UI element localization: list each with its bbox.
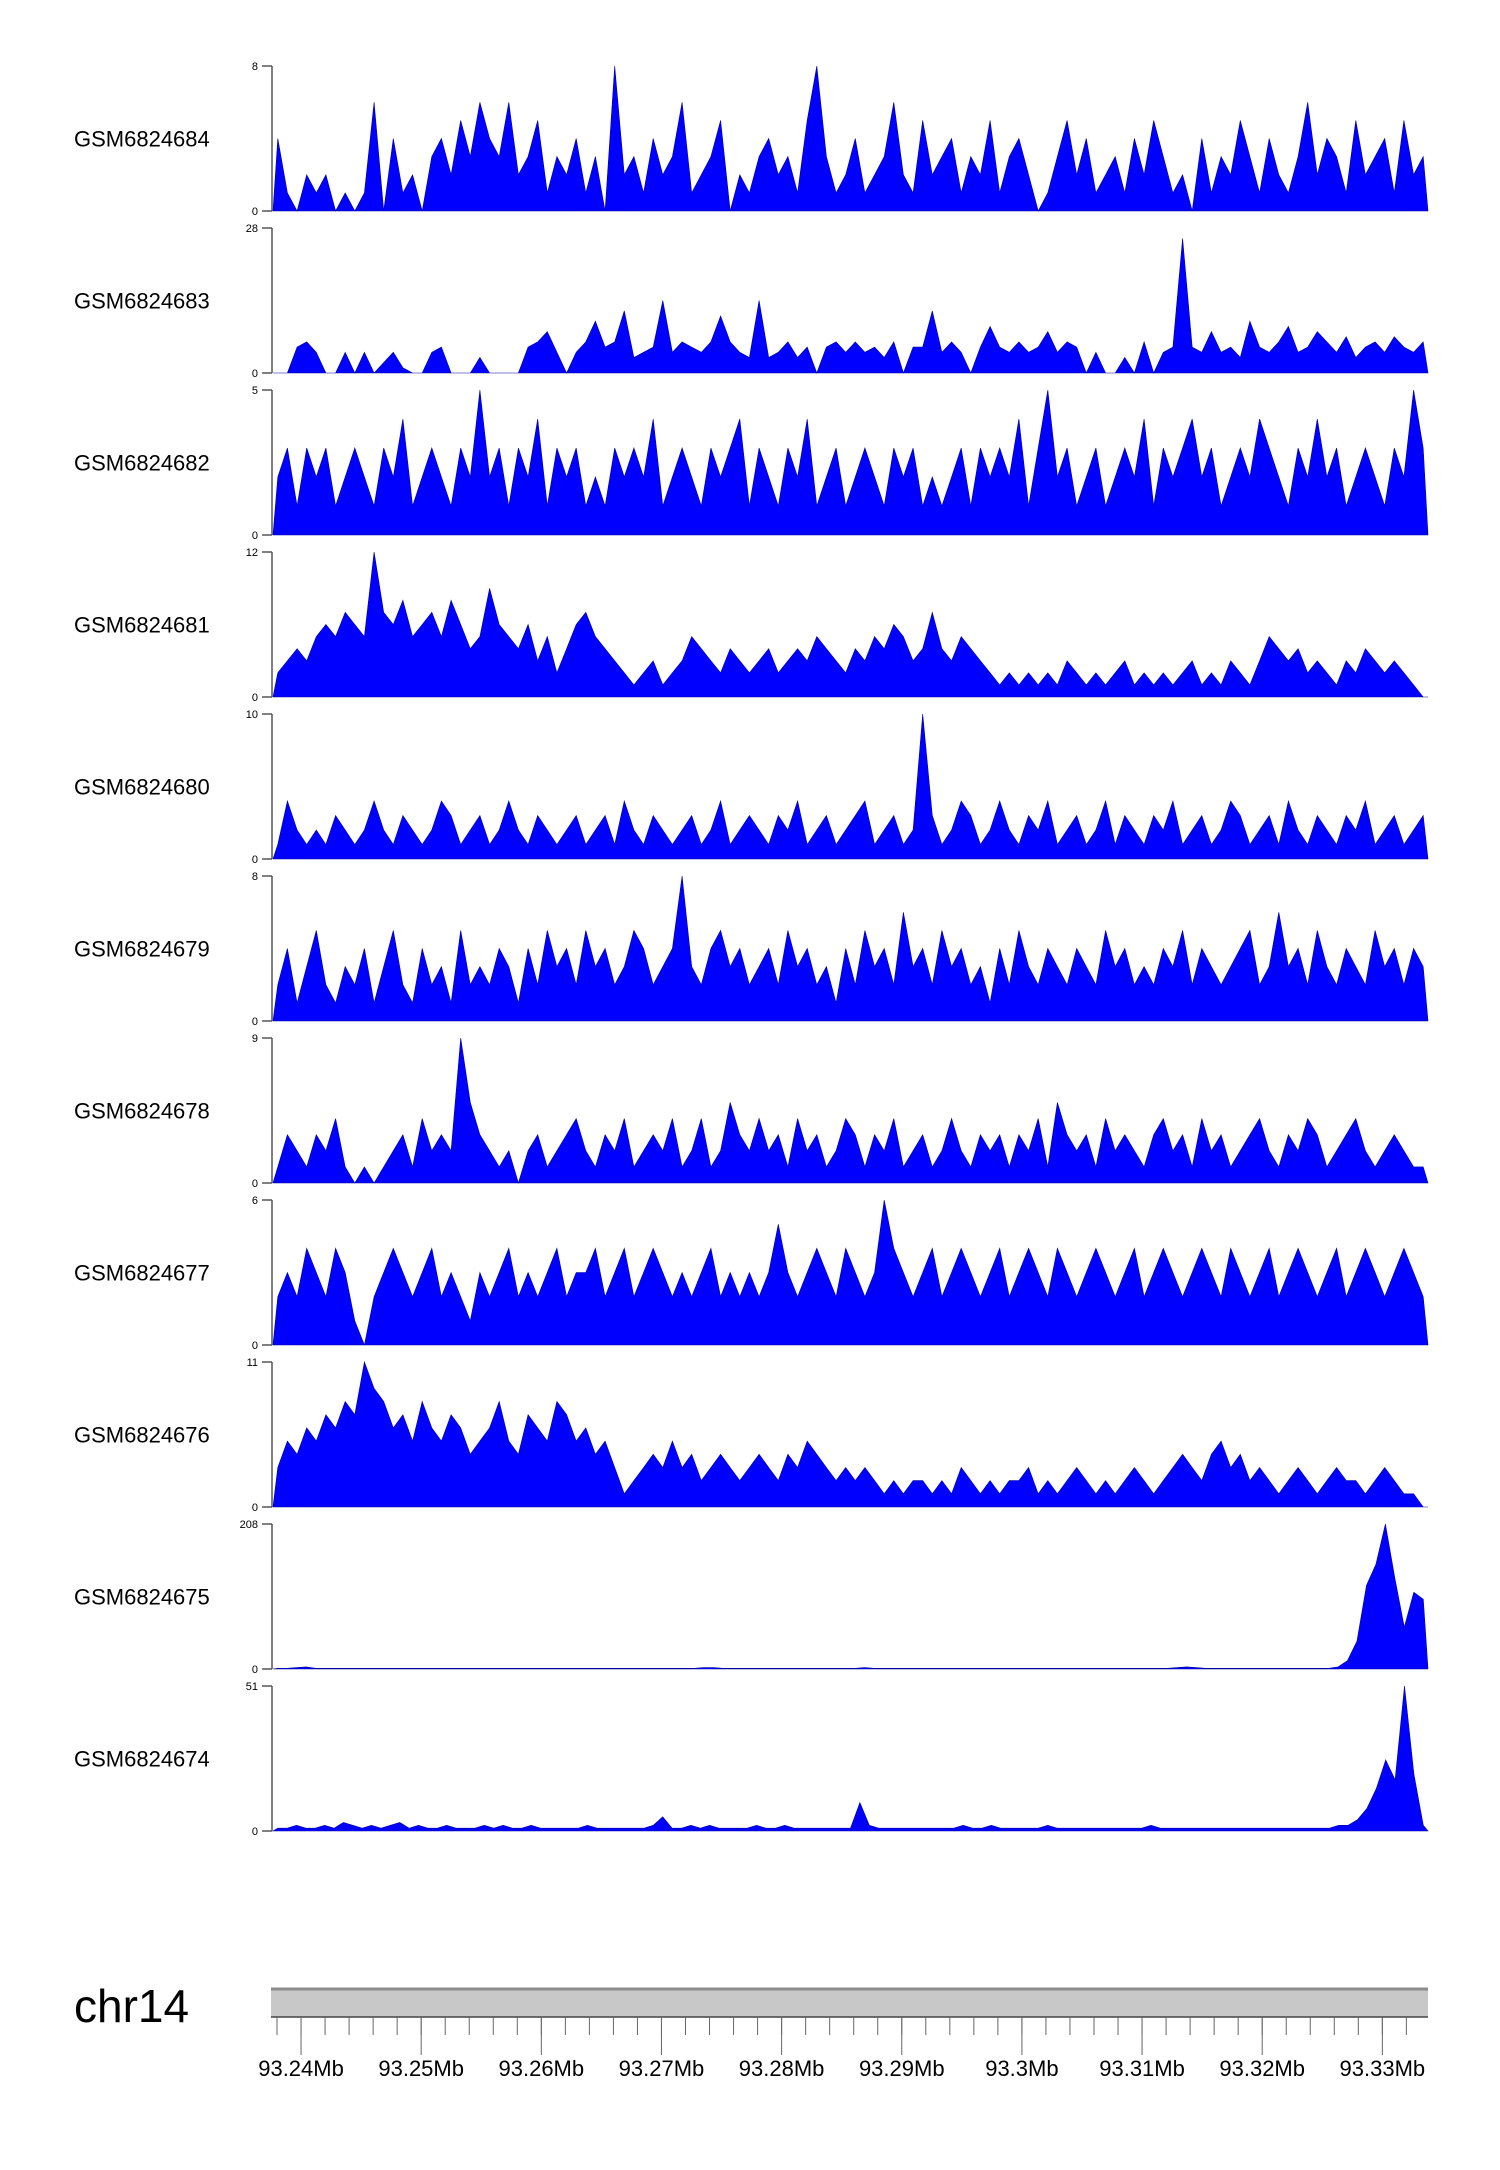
track-GSM6824682: GSM6824682 5 0 <box>74 385 1429 542</box>
y-tick-label: 0 <box>252 206 258 218</box>
x-tick-label: 93.33Mb <box>1340 2056 1426 2081</box>
x-tick-label: 93.28Mb <box>739 2056 825 2081</box>
y-tick-label: 0 <box>252 854 258 866</box>
track-GSM6824679: GSM6824679 8 0 <box>74 871 1429 1028</box>
x-tick-label: 93.24Mb <box>258 2056 344 2081</box>
coverage-area <box>272 713 1429 860</box>
y-tick-label: 0 <box>252 1340 258 1352</box>
coverage-area <box>273 238 1429 374</box>
coverage-area <box>271 1685 1429 1832</box>
y-tick-label: 8 <box>252 871 258 883</box>
y-tick-label: 5 <box>252 385 258 397</box>
coverage-area <box>272 65 1429 212</box>
y-tick-label: 11 <box>247 1357 258 1369</box>
track-label: GSM6824679 <box>74 937 210 962</box>
y-tick-label: 208 <box>240 1519 258 1531</box>
track-label: GSM6824675 <box>74 1585 210 1610</box>
coverage-area <box>272 875 1429 1022</box>
x-tick-label: 93.32Mb <box>1219 2056 1305 2081</box>
track-GSM6824683: GSM6824683 28 0 <box>74 223 1429 380</box>
coverage-area <box>272 1523 1429 1670</box>
track-label: GSM6824676 <box>74 1423 210 1448</box>
y-tick-label: 0 <box>252 1664 258 1676</box>
track-label: GSM6824674 <box>74 1747 210 1772</box>
x-tick-label: 93.27Mb <box>619 2056 705 2081</box>
track-label: GSM6824680 <box>74 775 210 800</box>
y-tick-label: 9 <box>252 1033 258 1045</box>
chromosome-label: chr14 <box>74 1980 189 2032</box>
chromosome-bar <box>271 1988 1428 2017</box>
y-tick-label: 28 <box>246 223 258 235</box>
y-tick-label: 51 <box>246 1681 258 1693</box>
coverage-area <box>272 1199 1429 1347</box>
track-GSM6824675: GSM6824675 208 0 <box>74 1519 1429 1676</box>
coverage-area <box>272 1360 1428 1508</box>
coverage-area <box>272 551 1428 698</box>
track-label: GSM6824681 <box>74 613 210 638</box>
y-tick-label: 0 <box>252 1178 258 1190</box>
track-GSM6824677: GSM6824677 6 0 <box>74 1195 1429 1352</box>
x-tick-label: 93.29Mb <box>859 2056 945 2081</box>
track-label: GSM6824677 <box>74 1261 210 1286</box>
track-label: GSM6824682 <box>74 451 210 476</box>
y-tick-label: 0 <box>252 368 258 380</box>
track-GSM6824678: GSM6824678 9 0 <box>74 1033 1429 1190</box>
track-label: GSM6824683 <box>74 289 210 314</box>
y-tick-label: 12 <box>246 547 258 559</box>
track-label: GSM6824684 <box>74 127 210 152</box>
track-GSM6824674: GSM6824674 51 0 <box>74 1681 1429 1838</box>
track-label: GSM6824678 <box>74 1099 210 1124</box>
coverage-area <box>272 1037 1429 1185</box>
y-tick-label: 10 <box>246 709 258 721</box>
x-tick-label: 93.25Mb <box>378 2056 464 2081</box>
track-GSM6824684: GSM6824684 8 0 <box>74 61 1429 218</box>
x-tick-label: 93.26Mb <box>499 2056 585 2081</box>
y-tick-label: 0 <box>252 1016 258 1028</box>
track-GSM6824676: GSM6824676 11 0 <box>74 1357 1428 1514</box>
y-tick-label: 0 <box>252 530 258 542</box>
y-tick-label: 0 <box>252 1826 258 1838</box>
x-tick-label: 93.3Mb <box>985 2056 1058 2081</box>
genome-axis: chr14 93.24Mb 93.25Mb 93.26Mb 93.27Mb 93.28Mb… <box>74 1980 1428 2081</box>
y-tick-label: 0 <box>252 692 258 704</box>
coverage-area <box>272 389 1429 536</box>
track-GSM6824680: GSM6824680 10 0 <box>74 709 1429 866</box>
y-tick-label: 8 <box>252 61 258 73</box>
y-tick-label: 0 <box>252 1502 258 1514</box>
x-tick-label: 93.31Mb <box>1099 2056 1185 2081</box>
y-tick-label: 6 <box>252 1195 258 1207</box>
track-GSM6824681: GSM6824681 12 0 <box>74 547 1428 704</box>
